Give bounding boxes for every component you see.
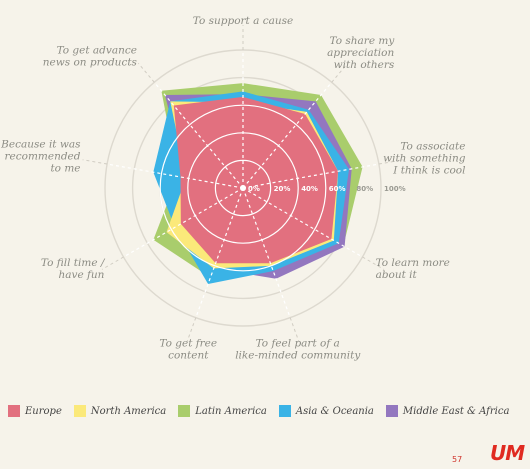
- axis-spoke-4: [242, 187, 363, 258]
- legend-swatch: [178, 405, 191, 417]
- axis-spoke-2: [242, 81, 333, 189]
- tick-label-60: 60%: [329, 185, 346, 193]
- radar-chart: 0% 20% 40% 60% 80% 100% To support a causeTo …: [0, 15, 466, 361]
- axis-label-line: about it: [376, 269, 418, 281]
- axis-spoke-7: [123, 187, 244, 258]
- axis-spoke-8: [106, 163, 244, 189]
- axis-label-line: To get free: [159, 337, 217, 349]
- axis-label-7: To fill time /have fun: [41, 257, 106, 281]
- axis-label-line: like-minded community: [235, 349, 361, 361]
- axis-label-line: I think is cool: [392, 164, 465, 176]
- axis-spoke-outer-6: [186, 317, 197, 342]
- tick-label-100: 100%: [384, 185, 406, 193]
- axis-label-line: appreciation: [327, 47, 394, 59]
- axis-label-line: have fun: [59, 269, 105, 281]
- tick-label-20: 20%: [274, 185, 291, 193]
- um-logo: UM: [490, 441, 525, 465]
- axis-spoke-outer-5: [289, 317, 300, 342]
- axis-spoke-outer-7: [101, 256, 124, 270]
- axis-spoke-outer-4: [362, 256, 385, 270]
- grid-circle-inner-60: [159, 104, 327, 272]
- legend-item-latin-america: Latin America: [178, 405, 267, 417]
- legend-swatch: [385, 405, 398, 417]
- grid-circle-inner-20: [214, 159, 272, 217]
- legend-item-asia-oceania: Asia & Oceania: [278, 405, 374, 417]
- axis-label-line: Because it was: [0, 138, 81, 150]
- axis-label-line: content: [168, 349, 209, 361]
- radar-axis-labels: To support a cause To share myappreciatio…: [0, 15, 466, 361]
- legend-label: North America: [90, 405, 167, 417]
- tick-label-80: 80%: [356, 185, 373, 193]
- series-europe: [173, 96, 339, 264]
- axis-label-line: To share my: [330, 35, 396, 47]
- axis-spoke-3: [242, 163, 380, 189]
- axis-spoke-5: [242, 187, 291, 318]
- axis-label-line: To support a cause: [193, 15, 293, 27]
- axis-label-line: To feel part of a: [256, 337, 340, 349]
- axis-label-line: recommended: [5, 150, 81, 162]
- chart-legend: Europe North America Latin America Asia & O…: [8, 405, 509, 417]
- axis-label-line: with something: [383, 152, 466, 164]
- legend-swatch: [73, 405, 86, 417]
- axis-spoke-outer-2: [331, 62, 349, 83]
- radar-tick-labels: 0% 20% 40% 60% 80% 100%: [248, 185, 406, 193]
- radar-axis-layer: [82, 25, 404, 342]
- legend-swatch: [8, 405, 20, 417]
- legend-item-middle-east-africa: Middle East & Africa: [385, 405, 510, 417]
- axis-spoke-outer-8: [82, 159, 108, 165]
- legend-label: Middle East & Africa: [402, 405, 510, 417]
- legend-swatch: [278, 405, 291, 417]
- axis-spoke-outer-9: [137, 62, 155, 83]
- axis-label-line: To get advance: [57, 45, 137, 57]
- tick-label-40: 40%: [301, 185, 318, 193]
- axis-spoke-6: [195, 187, 244, 318]
- center-dot: [240, 185, 246, 191]
- legend-label: Latin America: [195, 405, 267, 417]
- legend-item-north-america: North America: [73, 405, 167, 417]
- axis-spoke-9: [153, 81, 244, 189]
- axis-label-line: To associate: [400, 140, 465, 152]
- axis-label-line: To learn more: [376, 257, 450, 269]
- axis-spoke-outer-3: [378, 159, 404, 165]
- axis-label-1: To support a cause: [193, 15, 293, 27]
- axis-label-line: To fill time /: [41, 257, 106, 269]
- axis-label-line: to me: [50, 162, 80, 174]
- legend-label: Europe: [25, 405, 62, 417]
- tick-label-0: 0%: [248, 185, 260, 193]
- legend-label: Asia & Oceania: [295, 405, 374, 417]
- legend-item-europe: Europe: [8, 405, 62, 417]
- radar-series-layer: [153, 83, 363, 284]
- axis-label-line: with others: [334, 59, 395, 71]
- page-number: 57: [452, 455, 463, 464]
- axis-label-line: news on products: [43, 57, 138, 69]
- grid-circle-inner-40: [187, 132, 299, 244]
